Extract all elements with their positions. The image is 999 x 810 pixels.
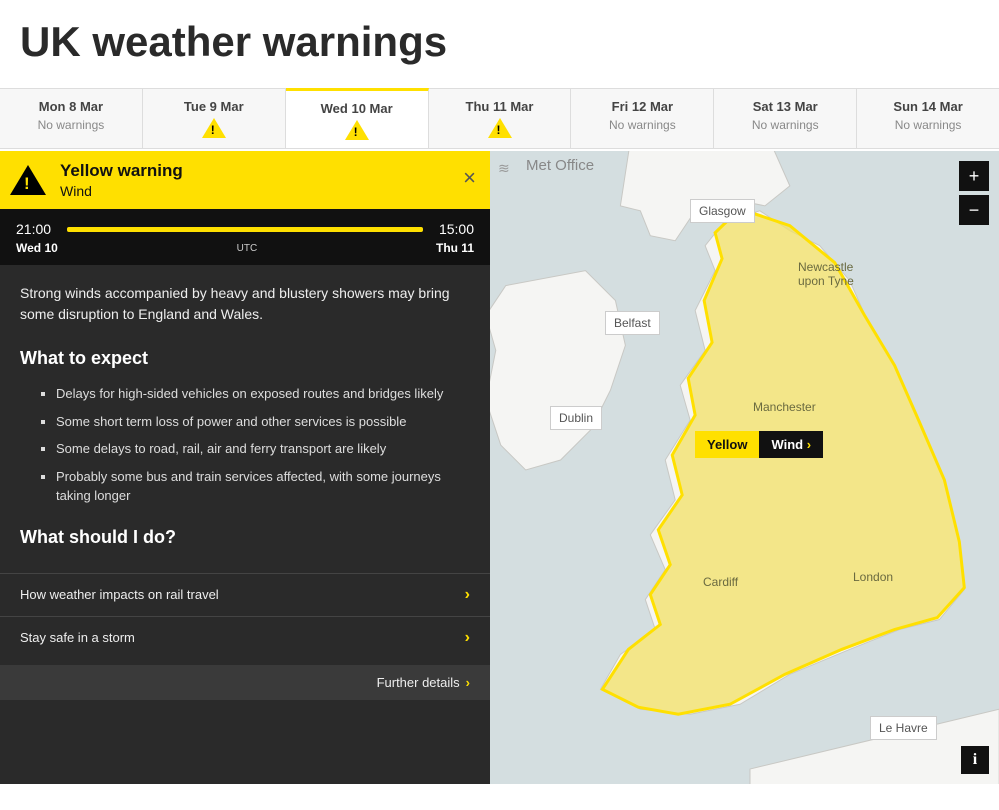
warning-subtitle: Wind <box>60 183 183 199</box>
warning-map[interactable]: ≋ Met Office + − i Yellow Wind Glasgow Ne… <box>490 151 999 784</box>
expect-item: Some delays to road, rail, air and ferry… <box>56 439 470 459</box>
day-tab[interactable]: Wed 10 Mar <box>286 88 429 148</box>
warning-triangle-icon <box>488 118 512 138</box>
day-tab[interactable]: Thu 11 Mar <box>429 89 572 148</box>
met-office-waves-icon: ≋ <box>498 160 508 177</box>
map-svg <box>490 151 999 784</box>
chevron-right-icon: › <box>465 586 470 604</box>
badge-level: Yellow <box>695 431 759 458</box>
main-content: Yellow warning Wind × 21:00 15:00 Wed 10… <box>0 149 999 784</box>
day-tab[interactable]: Sat 13 Mar No warnings <box>714 89 857 148</box>
day-tab[interactable]: Tue 9 Mar <box>143 89 286 148</box>
city-label: Manchester <box>745 396 824 418</box>
zoom-controls: + − <box>959 161 989 229</box>
do-heading: What should I do? <box>20 524 470 551</box>
page-title: UK weather warnings <box>0 0 999 88</box>
tab-status: No warnings <box>718 118 852 132</box>
end-time: 15:00 <box>439 221 474 237</box>
chevron-right-icon: › <box>465 629 470 647</box>
warning-triangle-icon <box>10 165 46 195</box>
city-label: London <box>845 566 901 588</box>
city-label: Cardiff <box>695 571 746 593</box>
start-day: Wed 10 <box>16 241 58 255</box>
warning-header: Yellow warning Wind × <box>0 151 490 209</box>
tab-status: No warnings <box>861 118 995 132</box>
expect-heading: What to expect <box>20 345 470 372</box>
warning-time-range: 21:00 15:00 Wed 10 UTC Thu 11 <box>0 209 490 265</box>
day-tabs: Mon 8 Mar No warnings Tue 9 Mar Wed 10 Mar T… <box>0 88 999 149</box>
zoom-in-button[interactable]: + <box>959 161 989 191</box>
badge-type: Wind <box>759 431 823 458</box>
tab-date: Fri 12 Mar <box>575 99 709 114</box>
city-label: Belfast <box>605 311 660 335</box>
advice-link[interactable]: How weather impacts on rail travel › <box>0 573 490 616</box>
tab-status: No warnings <box>575 118 709 132</box>
link-label: How weather impacts on rail travel <box>20 587 219 602</box>
expect-item: Delays for high-sided vehicles on expose… <box>56 384 470 404</box>
warning-description: Strong winds accompanied by heavy and bl… <box>20 283 470 325</box>
warning-body: Strong winds accompanied by heavy and bl… <box>0 265 490 573</box>
tab-date: Sun 14 Mar <box>861 99 995 114</box>
further-details-button[interactable]: Further details› <box>0 665 490 700</box>
warning-triangle-icon <box>345 120 369 140</box>
day-tab[interactable]: Mon 8 Mar No warnings <box>0 89 143 148</box>
tab-date: Sat 13 Mar <box>718 99 852 114</box>
expect-item: Some short term loss of power and other … <box>56 412 470 432</box>
expect-item: Probably some bus and train services aff… <box>56 467 470 506</box>
city-label: Le Havre <box>870 716 937 740</box>
tab-date: Mon 8 Mar <box>4 99 138 114</box>
end-day: Thu 11 <box>436 241 474 255</box>
map-info-button[interactable]: i <box>961 746 989 774</box>
time-bar <box>67 227 423 232</box>
map-attribution: ≋ Met Office <box>526 157 594 174</box>
tab-date: Tue 9 Mar <box>147 99 281 114</box>
expect-list: Delays for high-sided vehicles on expose… <box>20 384 470 506</box>
advice-link[interactable]: Stay safe in a storm › <box>0 616 490 659</box>
warning-panel: Yellow warning Wind × 21:00 15:00 Wed 10… <box>0 151 490 784</box>
city-label: Newcastleupon Tyne <box>790 256 862 292</box>
warning-triangle-icon <box>202 118 226 138</box>
map-warning-badge[interactable]: Yellow Wind <box>695 431 823 458</box>
tab-status: No warnings <box>4 118 138 132</box>
chevron-right-icon: › <box>466 675 470 690</box>
day-tab[interactable]: Fri 12 Mar No warnings <box>571 89 714 148</box>
tab-date: Wed 10 Mar <box>290 101 424 116</box>
tab-date: Thu 11 Mar <box>433 99 567 114</box>
day-tab[interactable]: Sun 14 Mar No warnings <box>857 89 999 148</box>
link-label: Stay safe in a storm <box>20 630 135 645</box>
start-time: 21:00 <box>16 221 51 237</box>
city-label: Glasgow <box>690 199 755 223</box>
close-button[interactable]: × <box>463 165 476 191</box>
warning-title: Yellow warning <box>60 161 183 181</box>
city-label: Dublin <box>550 406 602 430</box>
zoom-out-button[interactable]: − <box>959 195 989 225</box>
timezone-label: UTC <box>58 241 436 255</box>
